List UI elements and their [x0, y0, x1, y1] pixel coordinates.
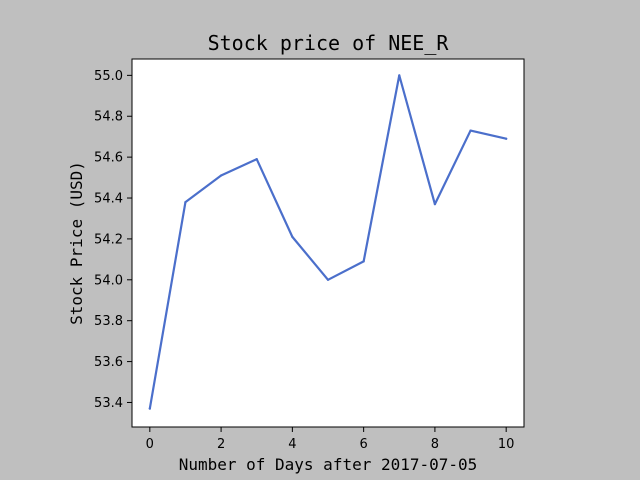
y-tick-label: 54.0: [94, 273, 123, 288]
y-tick-label: 54.2: [94, 232, 123, 247]
x-tick-label: 4: [288, 437, 296, 452]
x-tick-label: 8: [431, 437, 439, 452]
y-axis-label: Stock Price (USD): [67, 161, 86, 325]
data-point: [433, 203, 437, 206]
x-tick-label: 6: [359, 437, 367, 452]
data-point: [291, 235, 294, 238]
x-tick-label: 0: [146, 437, 154, 452]
series-layer: [148, 74, 508, 410]
x-axis-label: Number of Days after 2017-07-05: [179, 455, 478, 474]
chart-title: Stock price of NEE_R: [208, 31, 450, 55]
data-point: [505, 137, 508, 140]
data-point: [362, 260, 365, 263]
y-tick-label: 54.6: [94, 151, 123, 166]
x-tick-label: 2: [217, 437, 225, 452]
y-tick-label: 53.6: [94, 355, 123, 370]
y-tick-label: 53.4: [94, 396, 123, 411]
data-point: [469, 129, 472, 132]
y-tick-label: 54.4: [94, 192, 123, 207]
data-point: [398, 74, 401, 77]
x-axis: 0 2 4 6 8 10: [146, 427, 515, 452]
x-tick-label: 10: [498, 437, 515, 452]
data-point: [148, 407, 151, 410]
data-point: [326, 278, 330, 281]
data-point: [255, 158, 258, 161]
data-point: [184, 201, 187, 204]
y-tick-label: 54.8: [94, 110, 123, 125]
y-axis: 53.4 53.6 53.8 54.0 54.2 54.4 54.6 54.8 55.0: [94, 69, 132, 411]
y-tick-label: 53.8: [94, 314, 123, 329]
plot-area: [131, 58, 525, 428]
data-point: [219, 174, 223, 177]
y-tick-label: 55.0: [94, 69, 123, 84]
